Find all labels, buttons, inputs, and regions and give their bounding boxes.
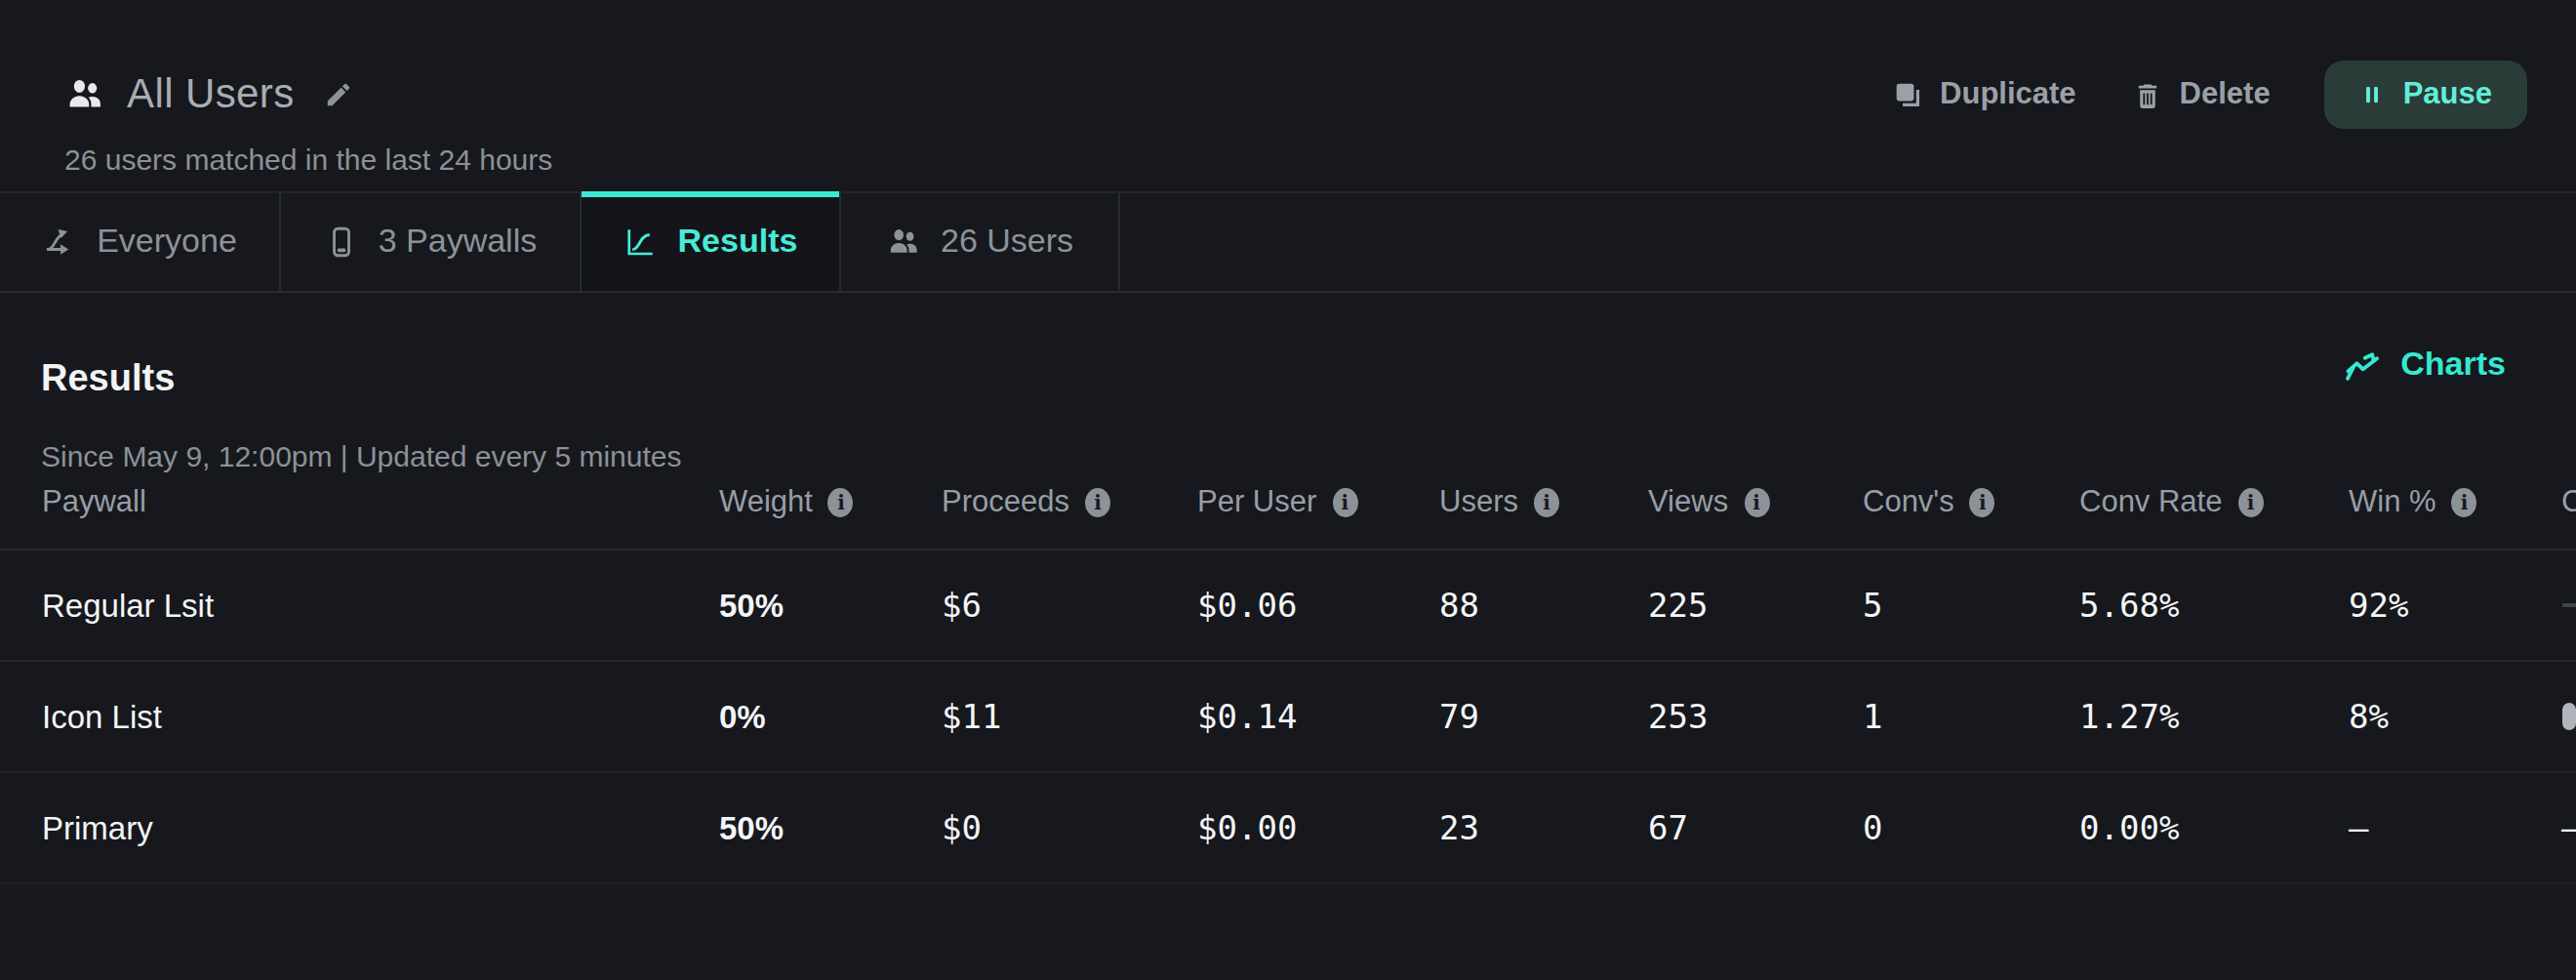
col-conv-rate: Conv Rate — [2079, 484, 2349, 519]
users-value: 79 — [1439, 697, 1648, 736]
tab-everyone-label: Everyone — [97, 223, 237, 262]
table-row[interactable]: Primary 50% $0 $0.00 23 67 0 0.00% – – — [0, 773, 2576, 884]
info-icon[interactable] — [1970, 487, 1995, 516]
col-convs: Conv's — [1863, 484, 2079, 519]
proceeds-value: $6 — [942, 586, 1197, 625]
pause-icon — [2360, 81, 2386, 106]
page-title: All Users — [127, 70, 295, 117]
win-pct-value: 8% — [2349, 697, 2561, 736]
campaign-tabs: Everyone 3 Paywalls Results 26 Users — [0, 191, 2576, 293]
col-users: Users — [1439, 484, 1648, 519]
convs-value: 5 — [1863, 586, 2079, 625]
convs-value: 0 — [1863, 808, 2079, 847]
info-icon[interactable] — [1085, 487, 1110, 516]
views-value: 67 — [1648, 808, 1863, 847]
duplicate-icon — [1891, 77, 1924, 110]
col-win-pct: Win % — [2349, 484, 2561, 519]
per-user-value: $0.06 — [1197, 586, 1439, 625]
tab-paywalls[interactable]: 3 Paywalls — [281, 193, 582, 291]
win-pct-value: 92% — [2349, 586, 2561, 625]
tab-users[interactable]: 26 Users — [841, 193, 1120, 291]
col-confidence-cut: C — [2561, 484, 2576, 519]
confidence-fragment — [2561, 703, 2576, 730]
conv-rate-value: 0.00% — [2079, 808, 2349, 847]
table-header-row: Paywall Weight Proceeds Per User Users V… — [0, 455, 2576, 551]
conv-rate-value: 5.68% — [2079, 586, 2349, 625]
chart-icon — [624, 225, 659, 260]
phone-icon — [324, 225, 359, 260]
trend-icon — [2342, 344, 2383, 385]
paywall-name: Regular Lsit — [42, 587, 719, 624]
col-weight: Weight — [719, 484, 942, 519]
campaign-screen: All Users 26 users matched in the last 2… — [0, 0, 2576, 980]
win-pct-value: – — [2349, 808, 2561, 847]
table-row[interactable]: Regular Lsit 50% $6 $0.06 88 225 5 5.68%… — [0, 551, 2576, 662]
col-per-user: Per User — [1197, 484, 1439, 519]
info-icon[interactable] — [2237, 487, 2263, 516]
matched-users-subtitle: 26 users matched in the last 24 hours — [64, 143, 552, 176]
col-paywall: Paywall — [42, 484, 719, 519]
users-icon — [64, 73, 105, 114]
users-value: 23 — [1439, 808, 1648, 847]
pause-label: Pause — [2403, 76, 2492, 111]
info-icon[interactable] — [1332, 487, 1357, 516]
charts-button[interactable]: Charts — [2342, 344, 2506, 385]
col-proceeds: Proceeds — [942, 484, 1197, 519]
campaign-header: All Users 26 users matched in the last 2… — [64, 70, 552, 176]
tab-everyone[interactable]: Everyone — [0, 193, 281, 291]
split-icon — [42, 225, 77, 260]
delete-label: Delete — [2180, 76, 2271, 111]
delete-button[interactable]: Delete — [2131, 76, 2271, 111]
info-icon[interactable] — [828, 487, 854, 516]
per-user-value: $0.00 — [1197, 808, 1439, 847]
users-icon — [886, 225, 921, 260]
trash-icon — [2131, 77, 2164, 110]
results-table: Paywall Weight Proceeds Per User Users V… — [0, 455, 2576, 884]
per-user-value: $0.14 — [1197, 697, 1439, 736]
confidence-fragment: – — [2561, 808, 2576, 847]
conv-rate-value: 1.27% — [2079, 697, 2349, 736]
results-title: Results — [41, 357, 175, 400]
col-views: Views — [1648, 484, 1863, 519]
confidence-pill — [2561, 703, 2575, 730]
convs-value: 1 — [1863, 697, 2079, 736]
duplicate-label: Duplicate — [1940, 76, 2076, 111]
table-row[interactable]: Icon List 0% $11 $0.14 79 253 1 1.27% 8% — [0, 662, 2576, 773]
header-actions: Duplicate Delete Pause — [1891, 59, 2527, 129]
users-value: 88 — [1439, 586, 1648, 625]
confidence-fragment — [2561, 603, 2576, 607]
info-icon[interactable] — [1744, 487, 1769, 516]
tab-results[interactable]: Results — [582, 193, 841, 291]
paywall-name: Icon List — [42, 698, 719, 735]
tab-users-label: 26 Users — [941, 223, 1073, 262]
info-icon[interactable] — [2452, 487, 2477, 516]
weight-value: 0% — [719, 698, 942, 735]
duplicate-button[interactable]: Duplicate — [1891, 76, 2076, 111]
pencil-icon[interactable] — [324, 79, 353, 108]
tab-paywalls-label: 3 Paywalls — [379, 223, 538, 262]
proceeds-value: $0 — [942, 808, 1197, 847]
tab-results-label: Results — [678, 223, 798, 262]
info-icon[interactable] — [1534, 487, 1559, 516]
views-value: 253 — [1648, 697, 1863, 736]
weight-value: 50% — [719, 587, 942, 624]
views-value: 225 — [1648, 586, 1863, 625]
charts-label: Charts — [2400, 345, 2506, 384]
proceeds-value: $11 — [942, 697, 1197, 736]
paywall-name: Primary — [42, 809, 719, 846]
pause-button[interactable]: Pause — [2325, 60, 2527, 128]
weight-value: 50% — [719, 809, 942, 846]
